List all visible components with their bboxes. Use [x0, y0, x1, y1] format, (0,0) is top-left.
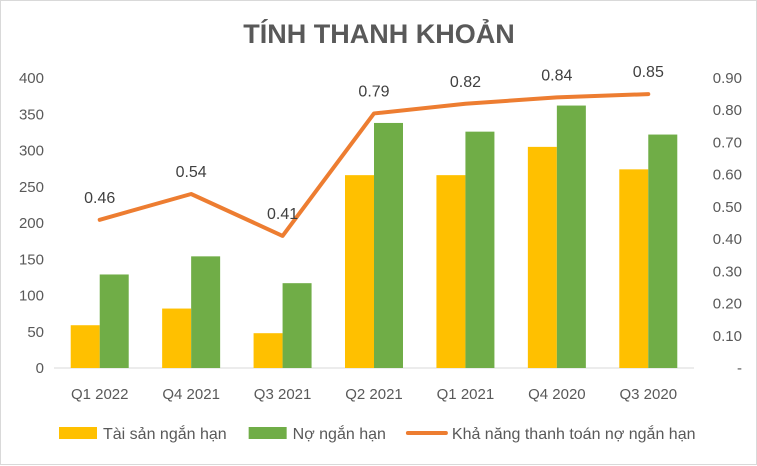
y-left-tick-label: 400 — [19, 70, 44, 87]
current-assets-bar — [345, 175, 374, 368]
liquidity-ratio-data-label: 0.84 — [541, 67, 572, 84]
liquidity-ratio-data-label: 0.46 — [84, 190, 115, 207]
liquidity-ratio-data-label: 0.41 — [267, 206, 298, 223]
current-assets-bar — [436, 175, 466, 368]
y-right-tick-label: - — [737, 360, 742, 377]
y-right-tick-label: 0.10 — [713, 328, 742, 345]
x-tick-label: Q3 2021 — [254, 386, 312, 403]
legend-label: Nợ ngắn hạn — [293, 424, 386, 443]
x-tick-label: Q1 2021 — [437, 386, 495, 403]
legend: Tài sản ngắn hạn Nợ ngắn hạn Khả năng than… — [59, 424, 695, 443]
current-liabilities-bar — [99, 274, 129, 368]
x-tick-label: Q1 2022 — [71, 386, 129, 403]
current-assets-bar — [527, 146, 557, 368]
y-right-tick-label: 0.40 — [713, 231, 742, 248]
current-liabilities-bar — [648, 134, 678, 368]
current-assets-bar — [162, 308, 192, 368]
x-tick-label: Q2 2021 — [345, 386, 403, 403]
liquidity-ratio-data-label: 0.82 — [450, 74, 481, 91]
legend-label: Khả năng thanh toán nợ ngắn hạn — [452, 424, 696, 443]
y-left-tick-label: 200 — [19, 215, 44, 232]
legend-swatch — [59, 427, 97, 439]
current-liabilities-bar — [556, 105, 586, 369]
legend-label: Tài sản ngắn hạn — [103, 424, 227, 443]
y-left-tick-label: 350 — [19, 106, 44, 123]
current-liabilities-bar — [465, 131, 495, 368]
current-assets-bar — [619, 169, 649, 368]
y-right-tick-label: 0.90 — [713, 70, 742, 87]
y-right-tick-label: 0.70 — [713, 134, 742, 151]
y-left-tick-label: 300 — [19, 143, 44, 160]
y-right-tick-label: 0.50 — [713, 199, 742, 216]
liquidity-ratio-data-label: 0.79 — [358, 83, 389, 100]
y-right-tick-label: 0.80 — [713, 102, 742, 119]
y-left-tick-label: 0 — [36, 360, 44, 377]
bars — [70, 105, 678, 369]
chart-title: TÍNH THANH KHOẢN — [243, 17, 514, 49]
liquidity-ratio-data-label: 0.85 — [633, 64, 664, 81]
legend-swatch — [248, 427, 287, 439]
current-liabilities-bar — [282, 283, 312, 368]
ratio-line-layer: 0.46 0.54 0.41 0.79 0.82 0.84 0.85 — [84, 64, 664, 238]
axes: 0 50 100 150 200 250 300 350 400 - 0.10 0.20 0.30 0.4… — [19, 70, 742, 403]
x-tick-label: Q4 2020 — [528, 386, 586, 403]
y-left-tick-label: 150 — [19, 251, 44, 268]
current-assets-bar — [70, 325, 100, 368]
y-left-tick-label: 100 — [19, 288, 44, 305]
liquidity-ratio-data-label: 0.54 — [176, 164, 207, 181]
current-liabilities-bar — [374, 122, 403, 368]
y-right-tick-label: 0.20 — [713, 296, 742, 313]
current-liabilities-bar — [191, 256, 221, 368]
y-right-tick-label: 0.30 — [713, 263, 742, 280]
y-left-tick-label: 50 — [27, 324, 44, 341]
y-right-tick-label: 0.60 — [713, 167, 742, 184]
liquidity-ratio-line — [97, 92, 651, 238]
y-left-tick-label: 250 — [19, 179, 44, 196]
x-tick-label: Q4 2021 — [162, 386, 220, 403]
current-assets-bar — [253, 333, 283, 368]
x-tick-label: Q3 2020 — [620, 386, 678, 403]
